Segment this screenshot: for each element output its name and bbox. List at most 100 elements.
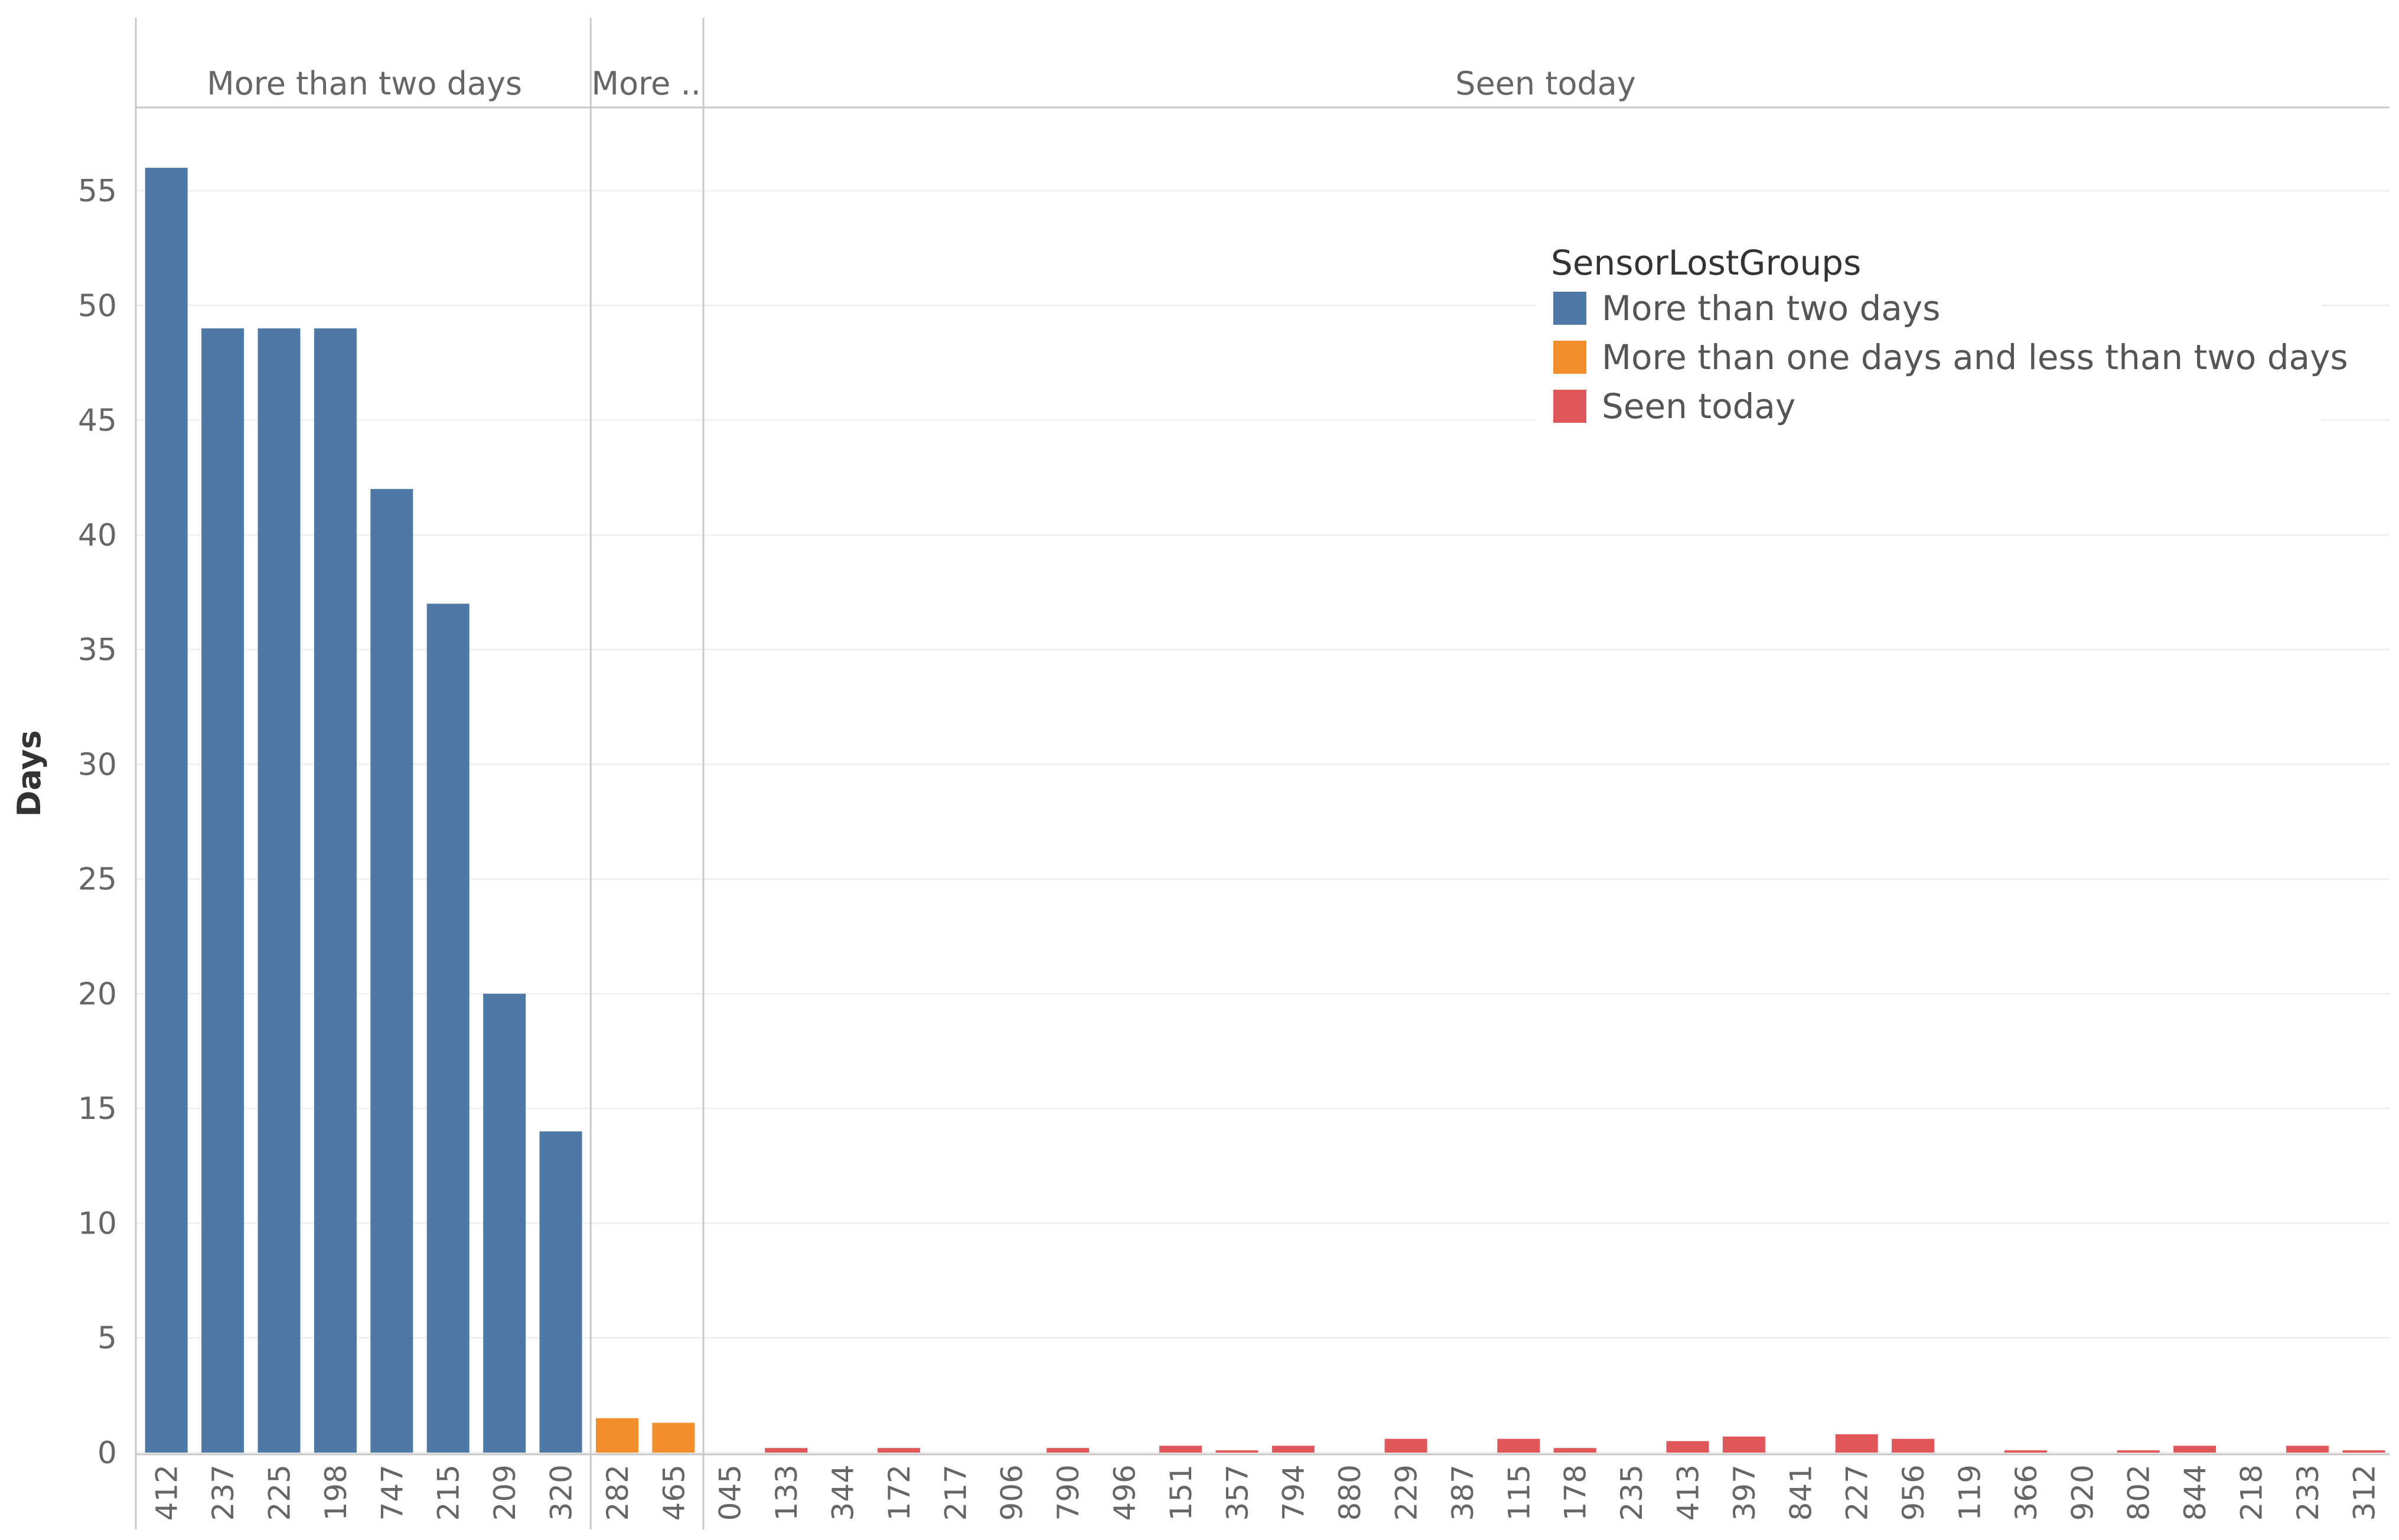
x-tick-label: 229 <box>1390 1464 1424 1521</box>
legend-entry-label: More than two days <box>1602 288 1940 328</box>
bar <box>1384 1438 1427 1453</box>
legend-entries: More than two days More than one days and… <box>1553 288 2348 426</box>
legend-swatch <box>1553 292 1586 325</box>
legend-swatch <box>1553 390 1586 423</box>
bars <box>145 168 2385 1453</box>
panel-frames <box>135 18 2390 1529</box>
bar <box>2173 1446 2217 1453</box>
x-tick-label: 320 <box>545 1464 579 1521</box>
y-tick-label: 40 <box>78 518 117 553</box>
x-tick-label: 844 <box>2178 1464 2212 1521</box>
panel-headers: More than two days More .. Seen today <box>207 65 1636 102</box>
x-tick-label: 227 <box>1840 1464 1875 1521</box>
y-tick-label: 45 <box>78 403 117 439</box>
x-tick-label: 794 <box>1277 1464 1311 1521</box>
y-tick-label: 35 <box>78 632 117 668</box>
legend-entry-label: Seen today <box>1602 386 1795 426</box>
x-tick-label: 841 <box>1784 1464 1818 1521</box>
y-tick-label: 5 <box>97 1321 117 1356</box>
x-tick-label: 344 <box>826 1464 860 1521</box>
bar <box>483 993 526 1453</box>
x-tick-label: 880 <box>1333 1464 1367 1521</box>
x-tick-label: 178 <box>1559 1464 1593 1521</box>
bar <box>201 328 245 1453</box>
bar <box>1159 1446 1202 1453</box>
bar <box>765 1448 808 1453</box>
y-tick-label: 15 <box>78 1091 117 1127</box>
x-tick-label: 282 <box>601 1464 635 1521</box>
bar <box>2286 1446 2329 1453</box>
bar <box>1215 1450 1259 1453</box>
x-tick-label: 215 <box>432 1464 466 1521</box>
legend-swatch <box>1553 341 1586 374</box>
bar <box>1666 1441 1709 1453</box>
bar <box>1272 1446 1315 1453</box>
bar <box>595 1418 638 1453</box>
x-tick-label: 235 <box>1615 1464 1649 1521</box>
x-tick-label: 357 <box>1220 1464 1254 1521</box>
x-tick-label: 115 <box>1502 1464 1536 1521</box>
legend-background <box>1536 230 2321 431</box>
x-tick-label: 906 <box>995 1464 1029 1521</box>
panel-header: More .. <box>591 65 700 102</box>
bar <box>145 168 188 1453</box>
bar <box>1835 1434 1878 1453</box>
bar <box>1553 1448 1596 1453</box>
legend: SensorLostGroups More than two daysMore … <box>1536 230 2348 431</box>
panel-header: Seen today <box>1455 65 1636 102</box>
x-tick-label: 496 <box>1108 1464 1142 1521</box>
bar <box>1722 1436 1765 1453</box>
y-axis: Days 0 5 10 15 20 25 30 35 40 45 50 55 <box>11 174 117 1471</box>
x-tick-label: 802 <box>2122 1464 2156 1521</box>
bar <box>2342 1450 2385 1453</box>
bar <box>314 328 357 1453</box>
legend-entry-label: More than one days and less than two day… <box>1602 337 2348 377</box>
x-tick-label: 119 <box>1953 1464 1987 1521</box>
x-tick-label: 412 <box>150 1464 184 1521</box>
x-tick-label: 397 <box>1727 1464 1762 1521</box>
bar <box>257 328 301 1453</box>
y-tick-label: 55 <box>78 174 117 209</box>
bar <box>1047 1448 1090 1453</box>
x-tick-label: 151 <box>1164 1464 1198 1521</box>
bar <box>2117 1450 2160 1453</box>
y-tick-label: 20 <box>78 977 117 1012</box>
x-tick-label: 209 <box>488 1464 522 1521</box>
y-tick-label: 25 <box>78 862 117 898</box>
x-tick-label: 172 <box>882 1464 917 1521</box>
x-tick-label: 133 <box>770 1464 804 1521</box>
x-tick-label: 217 <box>938 1464 973 1521</box>
y-tick-label: 50 <box>78 288 117 324</box>
bar <box>877 1448 920 1453</box>
x-tick-label: 465 <box>657 1464 691 1521</box>
x-tick-label: 747 <box>375 1464 409 1521</box>
x-tick-label: 956 <box>1896 1464 1931 1521</box>
x-tick-label: 366 <box>2009 1464 2043 1521</box>
x-tick-label: 233 <box>2291 1464 2325 1521</box>
y-tick-label: 10 <box>78 1206 117 1241</box>
panel-header: More than two days <box>207 65 522 102</box>
x-tick-label: 790 <box>1051 1464 1086 1521</box>
bar <box>370 489 413 1453</box>
legend-title: SensorLostGroups <box>1551 243 1861 283</box>
bar <box>1892 1438 1935 1453</box>
x-axis: 412 237 225 198 747 215 209 320 282 465 045 133 344 1… <box>150 1464 2382 1521</box>
y-tick-label: 30 <box>78 747 117 782</box>
y-tick-label: 0 <box>97 1435 117 1471</box>
bar <box>539 1131 582 1453</box>
bar <box>652 1422 695 1453</box>
x-tick-label: 920 <box>2065 1464 2100 1521</box>
x-tick-label: 312 <box>2347 1464 2381 1521</box>
bar <box>426 603 470 1453</box>
x-tick-label: 225 <box>263 1464 297 1521</box>
x-tick-label: 218 <box>2235 1464 2269 1521</box>
y-axis-title: Days <box>11 730 48 817</box>
x-tick-label: 387 <box>1446 1464 1480 1521</box>
bar <box>1497 1438 1540 1453</box>
x-tick-label: 198 <box>319 1464 353 1521</box>
x-tick-label: 413 <box>1671 1464 1706 1521</box>
x-tick-label: 045 <box>713 1464 748 1521</box>
bar <box>2004 1450 2047 1453</box>
x-tick-label: 237 <box>206 1464 240 1521</box>
